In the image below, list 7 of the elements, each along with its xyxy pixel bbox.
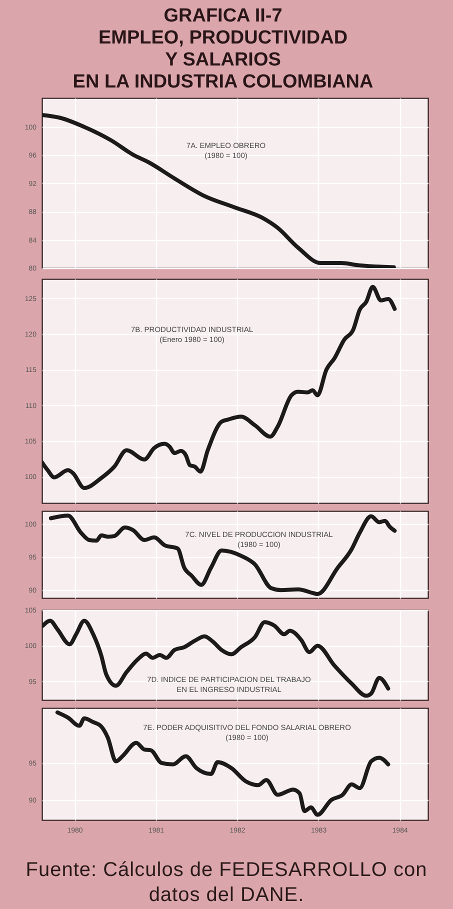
line-series — [55, 710, 390, 817]
chart-title: GRAFICA II-7 EMPLEO, PRODUCTIVIDAD Y SALARIOS EN LA INDUSTRIA COLOMBIANA — [72, 5, 374, 92]
source-note: Fuente: Cálculos de FEDESARROLLO con datos del DANE. — [24, 858, 428, 908]
line-series — [42, 284, 397, 490]
line-series — [42, 112, 396, 268]
line-series — [48, 514, 397, 596]
line-series — [42, 618, 390, 698]
